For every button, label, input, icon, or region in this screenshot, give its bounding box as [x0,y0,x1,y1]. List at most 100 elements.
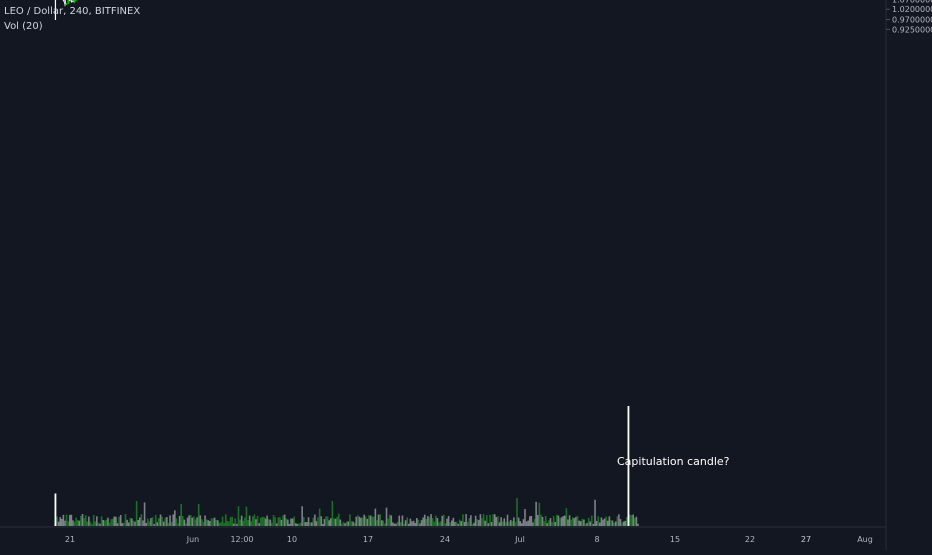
volume-bar [594,500,596,526]
volume-bar [273,515,275,526]
volume-bar [317,517,319,526]
volume-bar [168,523,170,526]
volume-bar [610,520,612,526]
volume-bar [349,514,351,526]
volume-bar [258,523,260,526]
volume-bar [309,522,311,526]
volume-bar [184,520,186,526]
volume-bar [80,516,82,526]
volume-bar [402,515,404,526]
volume-bar [131,518,133,526]
volume-bar [397,522,399,526]
volume-bar [190,515,192,526]
volume-bar [414,523,416,526]
volume-bar [523,519,525,526]
volume-bar [518,518,520,526]
volume-bar [277,517,279,526]
volume-bar [94,521,96,526]
volume-bar [363,515,365,526]
volume-bar [225,514,227,526]
volume-bar [188,515,190,526]
volume-bar [570,519,572,526]
volume-bar [620,519,622,526]
volume-bar [355,517,357,526]
volume-bar [338,514,340,526]
volume-bar [398,516,400,526]
volume-bar [101,516,103,526]
volume-bar [67,521,69,526]
volume-bar [308,517,310,526]
volume-bar [362,518,364,526]
candle-body [74,0,76,2]
volume-bar [59,517,61,526]
volume-bar [63,515,65,526]
volume-bar [410,519,412,526]
volume-bar [348,521,350,526]
volume-bar [597,516,599,526]
volume-bar [623,522,625,526]
volume-bar [451,520,453,526]
volume-bar [433,522,435,526]
volume-bar [203,522,205,526]
volume-bar [164,518,166,526]
volume-bar [114,516,116,526]
volume-bar [297,524,299,526]
volume-bar [500,517,502,526]
volume-bar [632,515,634,526]
volume-bar [548,520,550,526]
volume-bar [136,501,138,526]
volume-bar [196,517,198,526]
volume-bar [564,516,566,526]
volume-bar [93,515,95,526]
volume-bar [102,520,104,526]
volume-bar [539,503,541,526]
volume-bar [461,521,463,526]
volume-bar [602,520,604,526]
volume-bar [246,507,248,526]
volume-bar [83,518,85,526]
volume-bar [588,518,590,526]
volume-bar [115,517,117,526]
volume-bar [214,518,216,526]
volume-bar [279,517,281,526]
volume-bar [599,523,601,526]
volume-bar [110,519,112,526]
volume-bar [257,516,259,526]
volume-bar [545,516,547,526]
y-tick-label: 1.07000000 [892,0,932,4]
volume-bar [252,516,254,526]
volume-bar [354,523,356,526]
volume-bar [488,523,490,526]
volume-bar [481,518,483,526]
volume-bar [577,516,579,526]
volume-bar [122,523,124,526]
volume-bar [212,518,214,526]
volume-bar [153,524,155,526]
volume-bar [118,517,120,526]
volume-bar [605,517,607,526]
volume-bar [192,518,194,526]
volume-bar [484,521,486,526]
volume-bar [332,501,334,526]
volume-bar [575,517,577,526]
volume-bar [556,515,558,526]
volume-bar [430,514,432,526]
volume-bar [285,518,287,526]
volume-bar [295,523,297,526]
volume-bar [475,516,477,526]
volume-bar [441,516,443,526]
volume-bar [629,515,631,526]
volume-bar [383,521,385,526]
volume-bar [171,522,173,526]
volume-bar [572,517,574,526]
volume-bar [478,520,480,526]
volume-bar [468,518,470,526]
volume-bar [589,521,591,526]
volume-bar [574,518,576,526]
volume-bar [443,515,445,526]
volume-bar [413,521,415,526]
chart-title: LEO / Dollar, 240, BITFINEX [4,6,140,17]
